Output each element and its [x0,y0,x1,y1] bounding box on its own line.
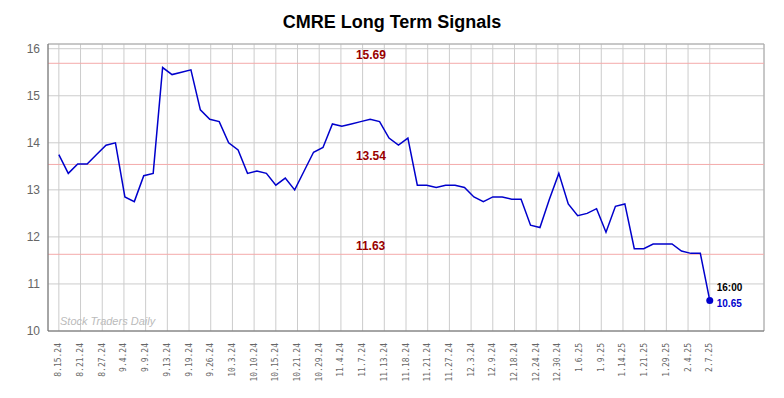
svg-text:1.6.25: 1.6.25 [575,343,584,372]
svg-text:11: 11 [28,277,41,291]
svg-text:11.27.24: 11.27.24 [445,343,454,382]
svg-text:11.63: 11.63 [356,239,386,253]
svg-text:15.69: 15.69 [356,48,386,62]
svg-text:10.21.24: 10.21.24 [293,343,302,382]
svg-text:16: 16 [27,42,41,56]
svg-text:8.15.24: 8.15.24 [54,343,63,377]
svg-text:12.30.24: 12.30.24 [553,343,562,382]
svg-text:13.54: 13.54 [356,149,386,163]
svg-text:9.9.24: 9.9.24 [141,343,150,372]
svg-text:2.7.25: 2.7.25 [705,343,714,372]
svg-text:12.18.24: 12.18.24 [510,343,519,382]
svg-text:2.4.25: 2.4.25 [684,343,693,372]
svg-text:11.18.24: 11.18.24 [402,343,411,382]
svg-text:9.13.24: 9.13.24 [163,343,172,377]
svg-text:10.3.24: 10.3.24 [228,343,237,377]
svg-text:12: 12 [27,230,41,244]
svg-text:15: 15 [27,89,41,103]
svg-text:1.29.25: 1.29.25 [662,343,671,377]
svg-text:14: 14 [27,136,41,150]
svg-text:Stock Traders Daily: Stock Traders Daily [60,315,157,327]
svg-text:12.3.24: 12.3.24 [467,343,476,377]
svg-text:13: 13 [27,183,41,197]
svg-text:1.21.25: 1.21.25 [640,343,649,377]
svg-text:11.4.24: 11.4.24 [336,343,345,377]
svg-text:12.9.24: 12.9.24 [488,343,497,377]
svg-text:9.26.24: 9.26.24 [206,343,215,377]
svg-text:10.10.24: 10.10.24 [250,343,259,382]
svg-text:10.15.24: 10.15.24 [271,343,280,382]
svg-text:16:00: 16:00 [717,282,743,293]
svg-text:10: 10 [27,324,41,338]
svg-text:1.14.25: 1.14.25 [618,343,627,377]
svg-text:11.7.24: 11.7.24 [358,343,367,377]
svg-text:11.21.24: 11.21.24 [423,343,432,382]
svg-text:1.9.25: 1.9.25 [597,343,606,372]
svg-text:10.65: 10.65 [717,298,742,309]
svg-text:9.19.24: 9.19.24 [185,343,194,377]
svg-text:8.21.24: 8.21.24 [76,343,85,377]
svg-text:12.24.24: 12.24.24 [532,343,541,382]
svg-text:10.29.24: 10.29.24 [315,343,324,382]
svg-text:11.13.24: 11.13.24 [380,343,389,382]
html-text:CMRE Long Term Signals: CMRE Long Term Signals [282,12,502,32]
svg-text:9.4.24: 9.4.24 [119,343,128,372]
svg-text:8.27.24: 8.27.24 [98,343,107,377]
